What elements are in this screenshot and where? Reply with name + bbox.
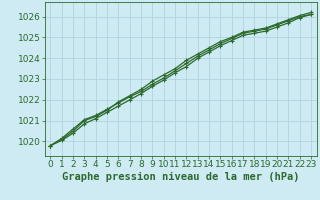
- X-axis label: Graphe pression niveau de la mer (hPa): Graphe pression niveau de la mer (hPa): [62, 172, 300, 182]
